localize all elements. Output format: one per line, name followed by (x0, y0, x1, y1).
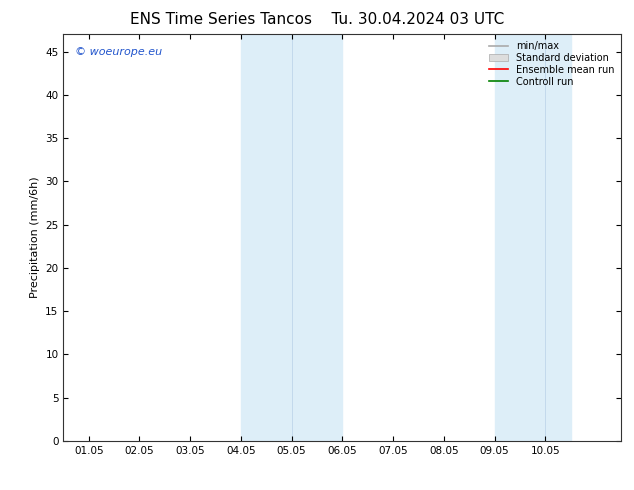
Text: ENS Time Series Tancos    Tu. 30.04.2024 03 UTC: ENS Time Series Tancos Tu. 30.04.2024 03… (130, 12, 504, 27)
Legend: min/max, Standard deviation, Ensemble mean run, Controll run: min/max, Standard deviation, Ensemble me… (487, 39, 616, 89)
Text: © woeurope.eu: © woeurope.eu (75, 47, 162, 56)
Y-axis label: Precipitation (mm/6h): Precipitation (mm/6h) (30, 177, 40, 298)
Bar (495, 34, 571, 441)
Bar (241, 34, 342, 441)
